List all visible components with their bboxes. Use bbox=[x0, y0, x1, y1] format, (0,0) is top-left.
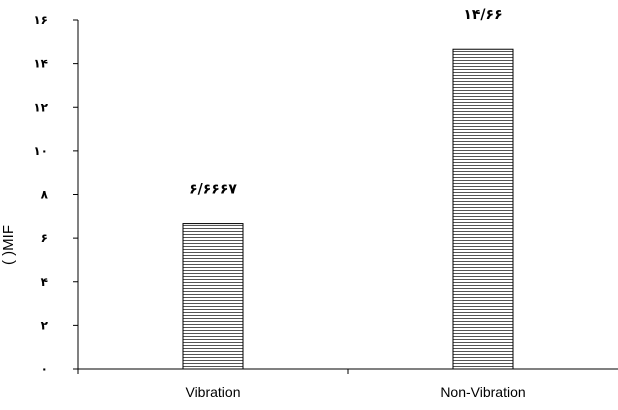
data-label: ۱۴/۶۶ bbox=[463, 7, 502, 23]
y-tick-label: ۱۲ bbox=[33, 100, 48, 114]
y-tick-label: ۶ bbox=[41, 231, 48, 245]
x-category-label: Non-Vibration bbox=[440, 384, 525, 400]
y-tick-label: ۱۰ bbox=[33, 144, 48, 158]
axes bbox=[73, 19, 618, 374]
x-category-label: Vibration bbox=[185, 384, 240, 400]
data-label: ۶/۶۶۶۷ bbox=[189, 182, 237, 198]
bars bbox=[182, 48, 514, 370]
y-tick-label: ۲ bbox=[41, 318, 49, 332]
y-tick-label: ۱۶ bbox=[33, 13, 48, 27]
bar-non-vibration bbox=[452, 48, 514, 370]
y-axis-label: ( )MIF bbox=[0, 225, 17, 265]
y-tick-label: ۸ bbox=[41, 188, 49, 202]
y-tick-label: ۰ bbox=[41, 362, 48, 376]
labels: ۰ ۲ ۴ ۶ ۸ ۱۰ ۱۲ ۱۴ ۱۶ ۶/۶۶۶۷ Vibration ۱۴/۶۶ Non-Vib… bbox=[33, 7, 525, 400]
bar-vibration bbox=[182, 223, 244, 370]
y-tick-label: ۴ bbox=[41, 275, 48, 289]
y-tick-label: ۱۴ bbox=[33, 57, 48, 71]
